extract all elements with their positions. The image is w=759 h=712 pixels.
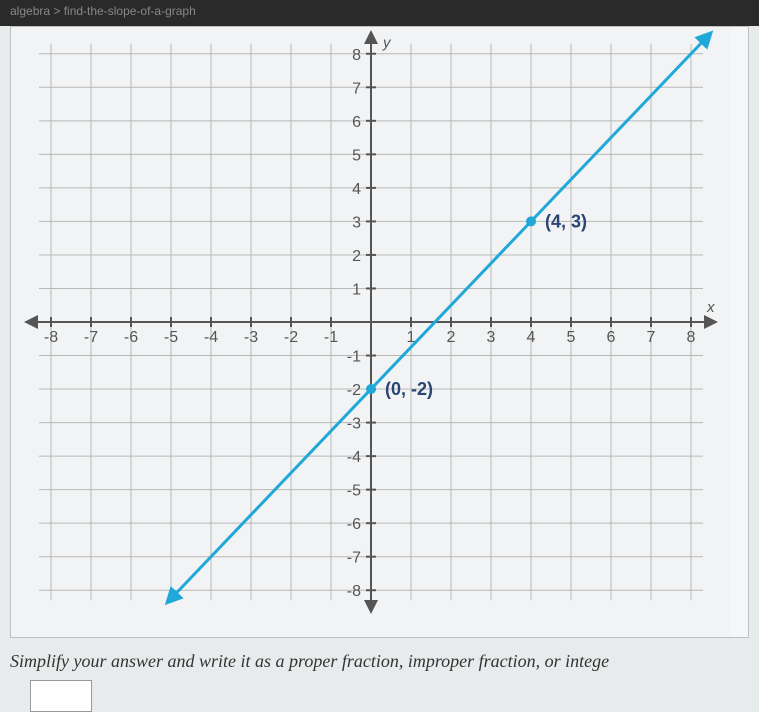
- svg-text:2: 2: [447, 329, 456, 346]
- instruction-text: Simplify your answer and write it as a p…: [0, 643, 759, 672]
- svg-text:5: 5: [567, 329, 576, 346]
- svg-text:-4: -4: [204, 329, 218, 346]
- svg-text:4: 4: [527, 329, 536, 346]
- coordinate-plane: -8 -7 -6 -5 -4 -3 -2 -1 1 2 3 4 5 6 7 8 -8 -7 -6 -5 -4 -3 -2 -1…: [11, 27, 731, 637]
- svg-text:2: 2: [352, 248, 361, 265]
- svg-text:1: 1: [352, 281, 361, 298]
- svg-text:8: 8: [352, 47, 361, 64]
- chart-container: -8 -7 -6 -5 -4 -3 -2 -1 1 2 3 4 5 6 7 8 -8 -7 -6 -5 -4 -3 -2 -1…: [10, 26, 749, 638]
- svg-text:6: 6: [607, 329, 616, 346]
- svg-text:8: 8: [687, 329, 696, 346]
- svg-text:(4, 3): (4, 3): [545, 211, 587, 231]
- svg-text:6: 6: [352, 114, 361, 131]
- svg-text:3: 3: [352, 214, 361, 231]
- url-text: algebra > find-the-slope-of-a-graph: [10, 4, 196, 18]
- svg-text:-3: -3: [347, 416, 361, 433]
- svg-text:5: 5: [352, 147, 361, 164]
- svg-text:3: 3: [487, 329, 496, 346]
- svg-text:-2: -2: [284, 329, 298, 346]
- svg-text:(0, -2): (0, -2): [385, 379, 433, 399]
- svg-text:-8: -8: [347, 583, 361, 600]
- svg-text:x: x: [706, 299, 715, 316]
- svg-text:-3: -3: [244, 329, 258, 346]
- content-area: -8 -7 -6 -5 -4 -3 -2 -1 1 2 3 4 5 6 7 8 -8 -7 -6 -5 -4 -3 -2 -1…: [0, 26, 759, 712]
- svg-text:-6: -6: [347, 516, 361, 533]
- svg-text:7: 7: [352, 80, 361, 97]
- svg-text:7: 7: [647, 329, 656, 346]
- answer-input[interactable]: [30, 680, 92, 712]
- svg-text:-1: -1: [347, 349, 361, 366]
- svg-text:-7: -7: [84, 329, 98, 346]
- svg-text:-6: -6: [124, 329, 138, 346]
- browser-url-bar: algebra > find-the-slope-of-a-graph: [0, 0, 759, 26]
- svg-text:-8: -8: [44, 329, 58, 346]
- svg-text:4: 4: [352, 181, 361, 198]
- svg-text:-4: -4: [347, 449, 361, 466]
- svg-text:-1: -1: [324, 329, 338, 346]
- svg-text:-2: -2: [347, 382, 361, 399]
- svg-text:-5: -5: [164, 329, 178, 346]
- svg-text:-5: -5: [347, 483, 361, 500]
- svg-text:-7: -7: [347, 550, 361, 567]
